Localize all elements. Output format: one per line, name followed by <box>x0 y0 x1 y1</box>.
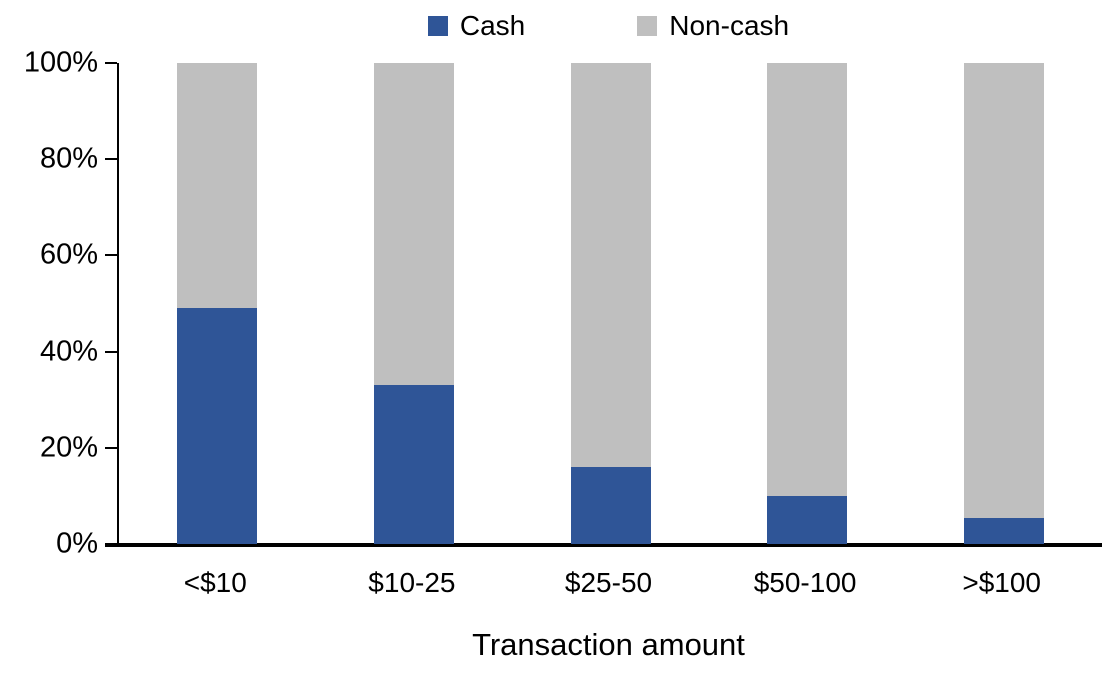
bar--100 <box>963 63 1044 544</box>
bar--10 <box>177 63 258 544</box>
legend-swatch-icon <box>427 16 448 36</box>
bar--50-100 <box>767 63 848 544</box>
bar-segment-non-cash <box>177 63 258 309</box>
y-tick-label: 20% <box>39 431 98 464</box>
plot-area <box>105 62 1102 547</box>
y-tick-label: 60% <box>39 238 98 271</box>
y-tick-mark <box>105 254 117 257</box>
legend-swatch-icon <box>637 16 658 36</box>
bar-segment-non-cash <box>767 63 848 496</box>
y-tick-mark <box>105 446 117 449</box>
bar-segment-cash <box>373 385 454 544</box>
x-axis-line <box>105 543 1102 547</box>
y-tick-mark <box>105 62 117 64</box>
legend-item-cash: Cash <box>427 10 526 41</box>
y-tick-label: 0% <box>56 527 98 560</box>
x-tick-label: >$100 <box>962 567 1041 598</box>
x-axis-title: Transaction amount <box>472 627 745 662</box>
bar-segment-cash <box>570 467 651 544</box>
y-tick-label: 80% <box>39 142 98 175</box>
bar--25-50 <box>570 63 651 544</box>
y-tick-label: 100% <box>23 46 98 79</box>
legend-label: Cash <box>459 10 526 41</box>
bar-segment-cash <box>963 517 1044 544</box>
x-axis-labels: <$10 $10-25 $25-50 $50-100 >$100 <box>117 566 1100 602</box>
bar-segment-cash <box>177 308 258 544</box>
bar--10-25 <box>373 63 454 544</box>
bar-segment-non-cash <box>570 63 651 468</box>
y-axis-labels: 0% 20% 40% 60% 80% 100% <box>0 48 98 558</box>
x-tick-label: $25-50 <box>564 567 653 598</box>
x-tick-label: $50-100 <box>753 567 857 598</box>
y-tick-label: 40% <box>39 335 98 368</box>
x-tick-label: $10-25 <box>368 567 456 598</box>
bar-segment-non-cash <box>373 63 454 386</box>
legend-label: Non-cash <box>669 10 790 41</box>
bar-segment-non-cash <box>963 63 1044 518</box>
y-tick-mark <box>105 158 117 161</box>
bar-segment-cash <box>767 495 848 544</box>
legend-item-non-cash: Non-cash <box>637 12 789 40</box>
x-tick-label: <$10 <box>183 567 247 598</box>
y-tick-mark <box>105 543 117 545</box>
chart-legend: Cash Non-cash <box>117 12 1100 40</box>
y-tick-mark <box>105 350 117 353</box>
